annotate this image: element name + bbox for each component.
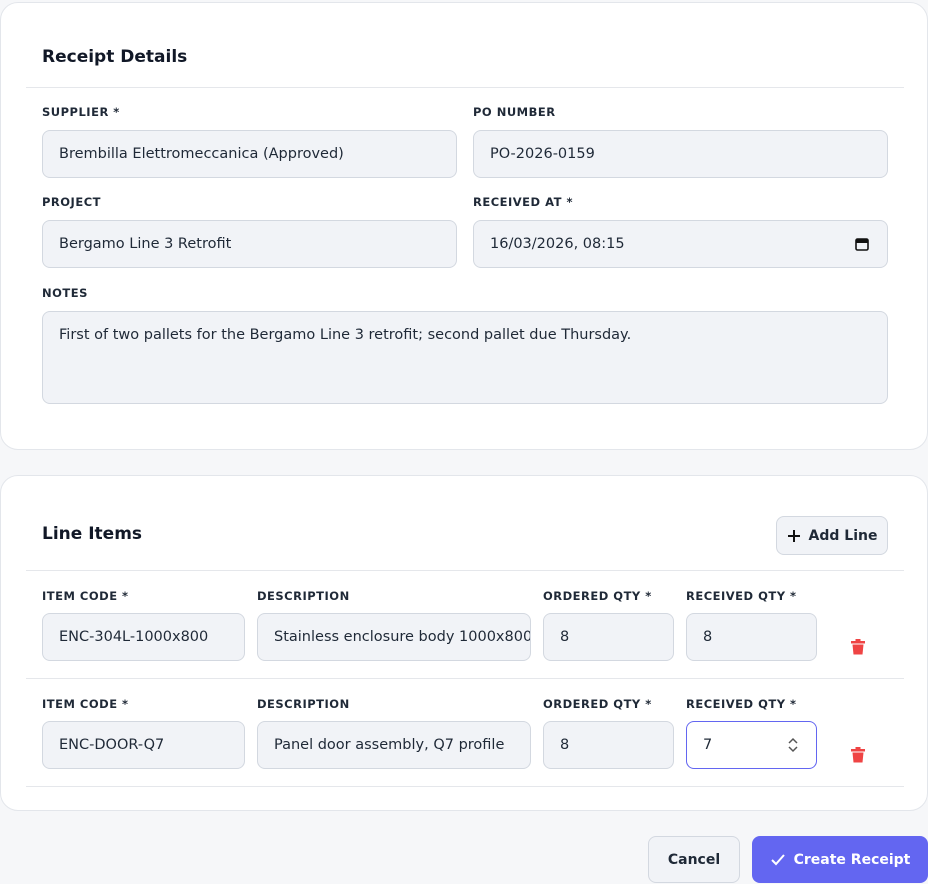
delete-button[interactable] — [851, 639, 865, 655]
cell-input[interactable]: Panel door assembly, Q7 profile — [257, 721, 531, 769]
add-line-button[interactable]: Add Line — [776, 516, 888, 555]
button-label: Create Receipt — [793, 851, 911, 868]
column-label: RECEIVED QTY * — [686, 697, 797, 711]
calendar-icon — [855, 238, 869, 251]
text-input[interactable]: Bergamo Line 3 Retrofit — [42, 220, 457, 268]
divider — [26, 786, 904, 787]
cell-input[interactable]: 8 — [543, 721, 674, 769]
section-title: Receipt Details — [42, 47, 188, 67]
line-items-card: Line Items Add Line ITEM CODE * ENC-304L-… — [0, 475, 928, 811]
notes-textarea[interactable]: First of two pallets for the Bergamo Lin… — [42, 311, 888, 404]
cell-input[interactable]: Stainless enclosure body 1000x800 — [257, 613, 531, 661]
check-icon — [770, 853, 785, 865]
field-label: PROJECT — [42, 195, 101, 209]
column-label: ORDERED QTY * — [543, 697, 652, 711]
field-label: PO NUMBER — [473, 105, 556, 119]
field-label: SUPPLIER * — [42, 105, 120, 119]
cell-input[interactable]: 7 — [686, 721, 817, 769]
divider — [26, 87, 904, 88]
receipt-card: Receipt Details SUPPLIER * Brembilla Elet… — [0, 2, 928, 450]
cell-input[interactable]: 8 — [543, 613, 674, 661]
plus-icon — [787, 529, 800, 542]
column-label: DESCRIPTION — [257, 589, 350, 603]
section-title: Line Items — [42, 524, 143, 544]
button-label: Cancel — [667, 851, 721, 868]
field-label: RECEIVED AT * — [473, 195, 573, 209]
column-label: ITEM CODE * — [42, 697, 129, 711]
column-label: DESCRIPTION — [257, 697, 350, 711]
text-input[interactable]: PO-2026-0159 — [473, 130, 888, 178]
text-input[interactable]: 16/03/2026, 08:15 — [473, 220, 888, 268]
spinner-icon — [788, 737, 798, 753]
column-label: RECEIVED QTY * — [686, 589, 797, 603]
cell-input[interactable]: 8 — [686, 613, 817, 661]
button-label: Add Line — [808, 527, 878, 544]
divider — [26, 570, 904, 571]
text-input[interactable]: Brembilla Elettromeccanica (Approved) — [42, 130, 457, 178]
create-receipt-button[interactable]: Create Receipt — [752, 836, 928, 883]
column-label: ORDERED QTY * — [543, 589, 652, 603]
divider — [26, 678, 904, 679]
cell-input[interactable]: ENC-DOOR-Q7 — [42, 721, 245, 769]
cancel-button[interactable]: Cancel — [648, 836, 740, 883]
field-label: NOTES — [42, 286, 88, 300]
column-label: ITEM CODE * — [42, 589, 129, 603]
delete-button[interactable] — [851, 747, 865, 763]
cell-input[interactable]: ENC-304L-1000x800 — [42, 613, 245, 661]
